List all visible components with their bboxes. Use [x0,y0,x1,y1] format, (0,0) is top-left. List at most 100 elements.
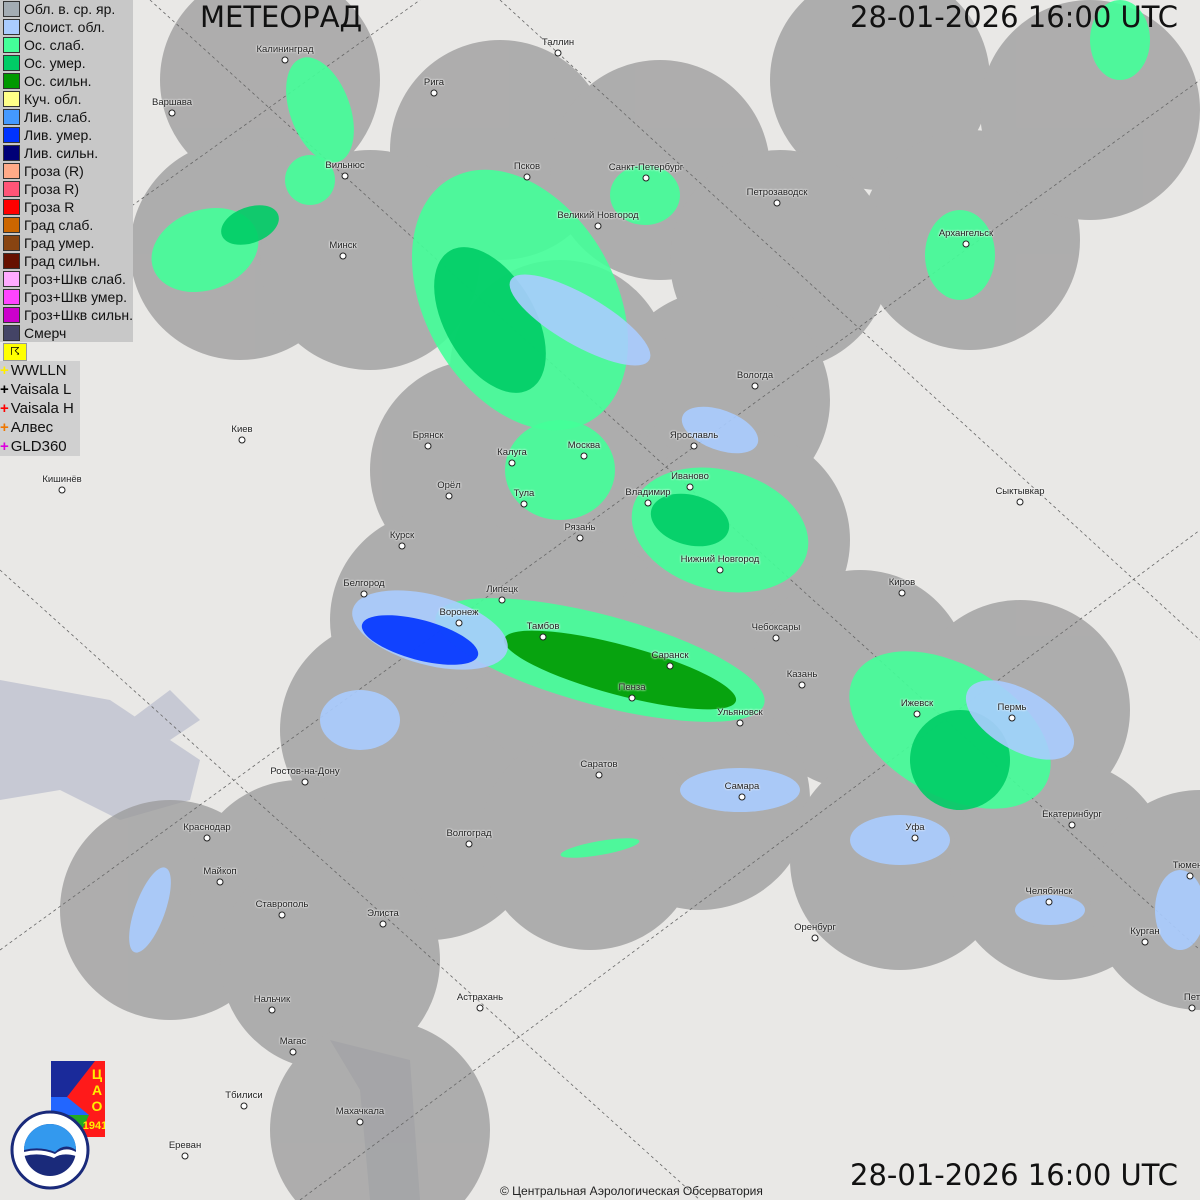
city-marker [736,719,744,727]
city-marker [811,934,819,942]
precip-echo [1155,870,1200,950]
city-label: Тула [513,488,535,499]
city-marker [476,1004,484,1012]
city-label: Вологда [736,370,774,381]
city-marker [773,199,781,207]
city-marker [539,633,547,641]
city-label: Тбилиси [225,1090,263,1101]
city-label: Рязань [564,522,596,533]
city-label: Чебоксары [751,622,801,633]
city-marker [738,793,746,801]
legend-swatch [3,307,20,323]
precip-echo [650,493,730,547]
legend-swatch [3,181,20,197]
legend-label: Лив. умер. [24,127,93,143]
legend-item: Гроза (R) [0,162,133,180]
city-marker [898,589,906,597]
city-marker [690,442,698,450]
city-label: Владимир [625,487,671,498]
sensor-label: WWLLN [10,362,67,379]
city-marker [498,596,506,604]
sensor-item: + Vaisala H [0,399,80,418]
legend-swatch [3,1,20,17]
legend-item: Ос. слаб. [0,36,133,54]
legend-label: Обл. в. ср. яр. [24,1,116,17]
city-label: Казань [786,669,818,680]
legend-swatch [3,217,20,233]
city-label: Ижевск [900,698,934,709]
city-marker [520,500,528,508]
precip-echo [129,867,171,953]
legend-label: Лив. слаб. [24,109,92,125]
precip-echo [610,165,680,225]
city-marker [424,442,432,450]
city-label: Пет [1183,992,1200,1003]
city-marker [216,878,224,886]
city-marker [594,222,602,230]
legend-swatch [3,199,20,215]
city-marker [644,499,652,507]
legend: Обл. в. ср. яр. Слоист. обл. Ос. слаб. Ос. … [0,0,133,342]
city-marker [238,436,246,444]
legend-swatch [3,235,20,251]
city-marker [686,483,694,491]
city-marker [1188,1004,1196,1012]
city-marker [554,49,562,57]
sensor-label: Алвес [10,419,54,436]
legend-label: Гроза (R) [24,163,84,179]
copyright: © Центральная Аэрологическая Обсерватори… [500,1184,763,1198]
city-label: Ульяновск [717,707,763,718]
precip-echo [286,57,354,163]
sensor-item: + WWLLN [0,361,80,380]
precip-echo [925,210,995,300]
legend-swatch [3,37,20,53]
city-label: Санкт-Петербург [608,162,684,173]
legend-swatch [3,163,20,179]
city-label: Таллин [541,37,575,48]
legend-swatch [3,271,20,287]
city-label: Пенза [618,682,646,693]
precip-echo [681,406,759,454]
city-marker [379,920,387,928]
city-marker [301,778,309,786]
city-marker [430,89,438,97]
precip-echo [221,205,279,245]
city-marker [1141,938,1149,946]
crosshair-icon: + [0,419,9,436]
city-label: Иваново [671,471,709,482]
city-label: Липецк [486,584,518,595]
radar-coverage-circle [220,850,440,1070]
legend-label: Гроз+Шкв сильн. [24,307,133,323]
legend-label: Смерч [24,325,67,341]
timestamp-top: 28-01-2026 16:00 UTC [850,0,1179,34]
sensor-label: GLD360 [10,438,67,455]
city-label: Вильнюс [325,160,365,171]
roshydromet-logo [10,1110,90,1190]
legend-item: Лив. сильн. [0,144,133,162]
city-label: Архангельск [938,228,994,239]
legend-item: Гроз+Шкв сильн. [0,306,133,324]
city-label: Волгоград [446,828,492,839]
legend-swatch [3,109,20,125]
timestamp-bottom: 28-01-2026 16:00 UTC [850,1158,1179,1192]
legend-label: Гроза R) [24,181,80,197]
lightning-toggle[interactable]: ☈ [3,343,27,361]
legend-label: Ос. слаб. [24,37,85,53]
legend-item: Град сильн. [0,252,133,270]
legend-swatch [3,289,20,305]
city-label: Майкоп [203,866,237,877]
city-label: Самара [724,781,760,792]
legend-item: Гроза R) [0,180,133,198]
precip-echo [1090,0,1150,80]
city-label: Киров [888,577,916,588]
city-label: Астрахань [456,992,504,1003]
legend-item: Град умер. [0,234,133,252]
legend-swatch [3,325,20,341]
city-marker [628,694,636,702]
legend-swatch [3,19,20,35]
city-marker [281,56,289,64]
legend-swatch [3,127,20,143]
city-label: Пермь [997,702,1027,713]
crosshair-icon: + [0,438,9,455]
